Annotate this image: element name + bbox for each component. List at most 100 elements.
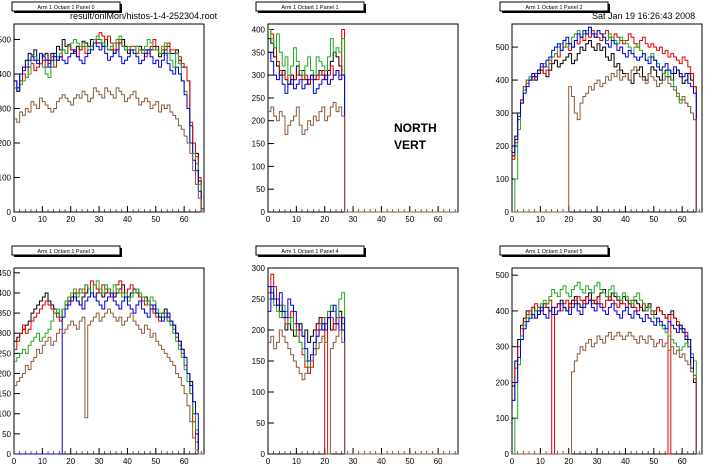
panel-title: Arm 1 Octant 1 Panel 4: [281, 249, 338, 255]
x-tick-label: 40: [621, 215, 630, 224]
panel-title: Arm 1 Octant 1 Panel 2: [525, 5, 582, 11]
x-tick-label: 60: [434, 457, 443, 464]
y-tick-label: 400: [496, 307, 510, 316]
histogram-series-green: [14, 35, 204, 211]
y-tick-label: 300: [0, 329, 12, 338]
histogram-series-blue: [14, 292, 204, 455]
y-tick-label: 450: [0, 269, 12, 278]
timestamp-label: Sat Jan 19 16:26:43 2008: [592, 11, 696, 21]
histogram-series-blue: [14, 42, 204, 213]
x-tick-label: 40: [377, 215, 386, 224]
y-tick-label: 200: [496, 142, 510, 151]
y-tick-label: 100: [496, 414, 510, 423]
x-tick-label: 30: [593, 215, 602, 224]
x-tick-label: 30: [593, 457, 602, 464]
histogram-series-brown: [268, 101, 458, 213]
y-tick-label: 0: [505, 450, 510, 459]
y-tick-label: 150: [0, 390, 12, 399]
x-tick-label: 30: [349, 457, 358, 464]
x-tick-label: 20: [66, 457, 75, 464]
y-tick-label: 50: [256, 419, 265, 428]
y-tick-label: 50: [2, 430, 11, 439]
x-tick-label: 10: [292, 457, 301, 464]
x-tick-label: 0: [266, 457, 271, 464]
histogram-series-brown: [512, 66, 702, 213]
y-tick-label: 0: [261, 208, 266, 217]
panel-title-box: [255, 245, 365, 256]
x-tick-label: 40: [621, 457, 630, 464]
y-tick-label: 300: [496, 109, 510, 118]
x-tick-label: 60: [180, 457, 189, 464]
x-tick-label: 0: [510, 457, 515, 464]
histogram-panel: Arm 1 Octant 1 Panel 5 0 10 20 30 40 50 60 0 100 2…: [496, 245, 703, 464]
plot-frame: [13, 267, 205, 455]
file-path-label: result/onlMon/histos-1-4-252304.root: [70, 11, 218, 21]
y-tick-label: 500: [496, 271, 510, 280]
histogram-series-red: [512, 30, 702, 213]
histogram-series-red: [512, 296, 702, 455]
y-tick-label: 400: [496, 76, 510, 85]
histogram-series-blue: [268, 286, 458, 455]
x-tick-label: 10: [536, 457, 545, 464]
y-tick-label: 400: [0, 70, 12, 79]
x-tick-label: 10: [38, 457, 47, 464]
y-tick-label: 300: [252, 71, 266, 80]
x-tick-label: 60: [434, 215, 443, 224]
x-tick-label: 0: [510, 215, 515, 224]
y-tick-label: 100: [252, 388, 266, 397]
x-tick-label: 0: [12, 215, 17, 224]
panel-title-box: [11, 245, 121, 256]
x-tick-label: 40: [123, 215, 132, 224]
y-tick-label: 100: [0, 410, 12, 419]
x-tick-label: 20: [320, 457, 329, 464]
histogram-series-red: [14, 32, 204, 210]
panel-title-box: [11, 1, 121, 12]
histogram-panel: Arm 1 Octant 1 Panel 3 0 10 20 30 40 50 60 0 50 10…: [0, 245, 205, 464]
y-tick-label: 500: [496, 43, 510, 52]
y-tick-label: 0: [7, 208, 12, 217]
x-tick-label: 50: [649, 215, 658, 224]
histogram-series-blue: [512, 26, 702, 213]
y-tick-label: 200: [252, 326, 266, 335]
x-tick-label: 10: [38, 215, 47, 224]
panel-title: Arm 1 Octant 1 Panel 3: [37, 249, 94, 255]
y-tick-label: 250: [252, 295, 266, 304]
panel-title: Arm 1 Octant 1 Panel 1: [281, 5, 338, 11]
panel-title-box: [255, 1, 365, 12]
x-tick-label: 50: [405, 215, 414, 224]
plot-frame: [511, 267, 703, 455]
histogram-series-brown: [14, 308, 204, 455]
y-tick-label: 200: [0, 139, 12, 148]
y-tick-label: 200: [496, 378, 510, 387]
x-tick-label: 30: [349, 215, 358, 224]
y-tick-label: 400: [252, 25, 266, 34]
y-tick-label: 250: [252, 94, 266, 103]
panel-title: Arm 1 Octant 1 Panel 5: [525, 249, 582, 255]
x-tick-label: 50: [151, 215, 160, 224]
y-tick-label: 350: [0, 309, 12, 318]
x-tick-label: 30: [95, 457, 104, 464]
y-tick-label: 350: [252, 48, 266, 57]
x-tick-label: 50: [649, 457, 658, 464]
panel-title-box: [499, 1, 609, 12]
x-tick-label: 60: [678, 457, 687, 464]
x-tick-label: 50: [151, 457, 160, 464]
plot-frame: [13, 23, 205, 213]
y-tick-label: 100: [496, 175, 510, 184]
x-tick-label: 50: [405, 457, 414, 464]
x-tick-label: 60: [678, 215, 687, 224]
x-tick-label: 20: [564, 457, 573, 464]
y-tick-label: 300: [0, 105, 12, 114]
histogram-panel: Arm 1 Octant 1 Panel 1 0 10 20 30 40 50 60 0 50 10…: [252, 1, 459, 224]
panel-title-box: [499, 245, 609, 256]
x-tick-label: 30: [95, 215, 104, 224]
panel-title: Arm 1 Octant 1 Panel 0: [37, 5, 94, 11]
y-tick-label: 150: [252, 140, 266, 149]
y-tick-label: 50: [256, 185, 265, 194]
x-tick-label: 0: [12, 457, 17, 464]
x-tick-label: 20: [66, 215, 75, 224]
vert-label: VERT: [394, 138, 427, 152]
x-tick-label: 60: [180, 215, 189, 224]
x-tick-label: 10: [292, 215, 301, 224]
